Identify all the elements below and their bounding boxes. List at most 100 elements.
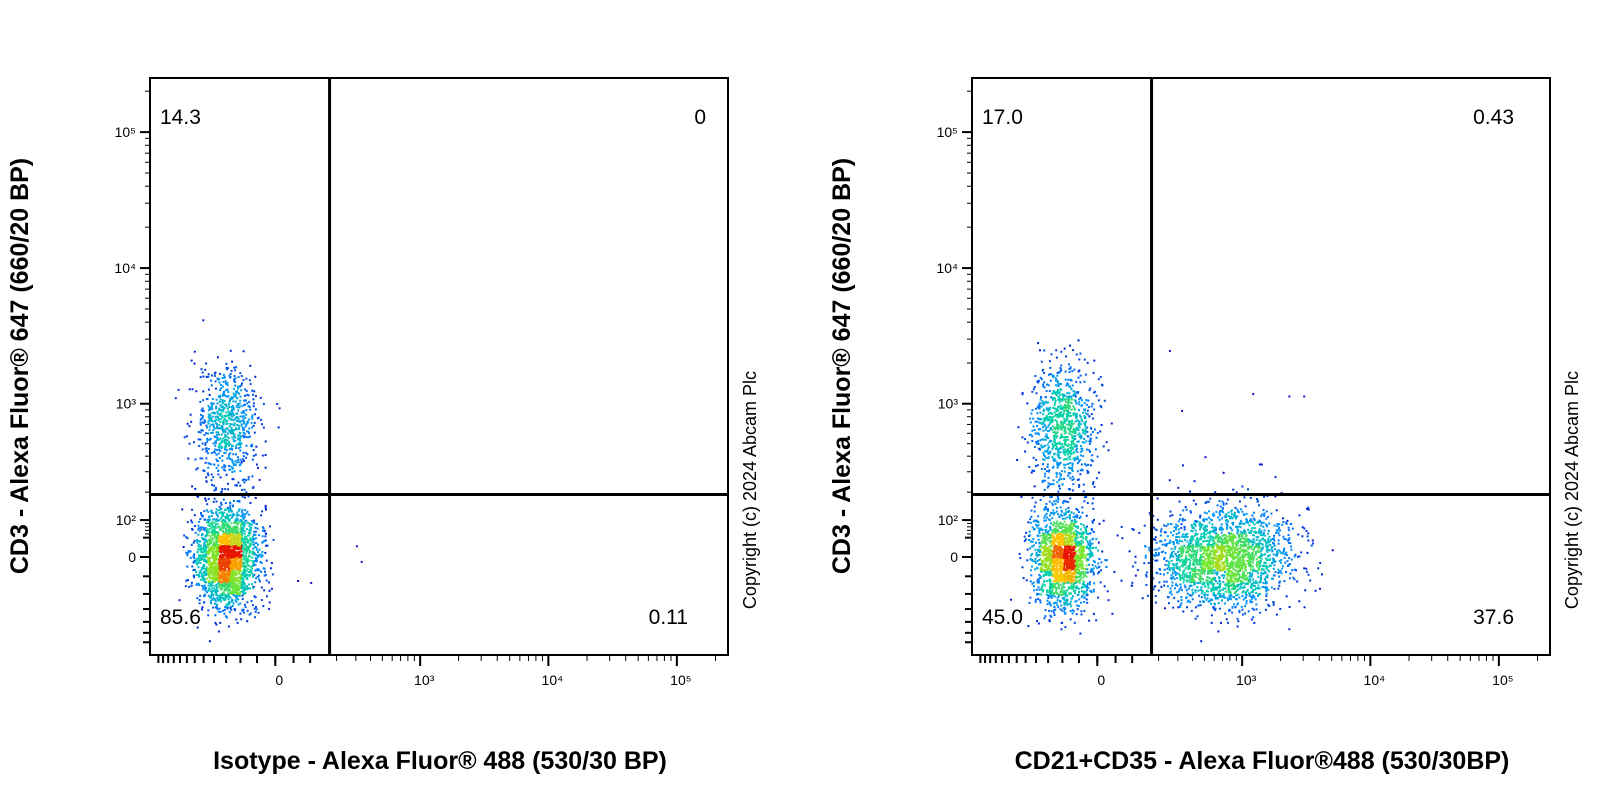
event-point — [205, 535, 207, 537]
event-point — [248, 401, 250, 403]
event-point — [1068, 405, 1070, 407]
event-point — [218, 512, 220, 514]
event-point — [1058, 414, 1060, 416]
event-point — [235, 560, 237, 562]
event-point — [245, 414, 247, 416]
event-point — [198, 521, 200, 523]
event-point — [1080, 543, 1082, 545]
event-point — [263, 567, 265, 569]
event-point — [1034, 386, 1036, 388]
event-point — [1051, 420, 1053, 422]
event-point — [1064, 518, 1066, 520]
event-point — [217, 544, 219, 546]
event-point — [1059, 488, 1061, 490]
event-point — [1073, 459, 1075, 461]
event-point — [207, 511, 209, 513]
event-point — [1060, 605, 1062, 607]
event-point — [262, 555, 264, 557]
event-point — [219, 571, 221, 573]
event-point — [1111, 423, 1113, 425]
event-point — [241, 554, 243, 556]
event-point — [1061, 511, 1063, 513]
event-point — [233, 439, 235, 441]
event-point — [1053, 390, 1055, 392]
event-point — [1092, 483, 1094, 485]
event-point — [250, 545, 252, 547]
event-point — [228, 454, 230, 456]
event-point — [1069, 371, 1071, 373]
event-point — [1071, 434, 1073, 436]
event-point — [1052, 407, 1054, 409]
event-point — [1080, 469, 1082, 471]
event-point — [1073, 445, 1075, 447]
event-point — [216, 587, 218, 589]
event-point — [1089, 387, 1091, 389]
event-point — [222, 386, 224, 388]
event-point — [1050, 527, 1052, 529]
event-point — [263, 403, 265, 405]
event-point — [263, 427, 265, 429]
event-point — [1093, 372, 1095, 374]
event-point — [260, 571, 262, 573]
event-point — [228, 469, 230, 471]
event-point — [1076, 550, 1078, 552]
event-point — [213, 597, 215, 599]
event-point — [235, 366, 237, 368]
event-point — [208, 580, 210, 582]
event-point — [254, 616, 256, 618]
event-point — [246, 394, 248, 396]
event-point — [248, 565, 250, 567]
event-point — [237, 482, 239, 484]
event-point — [218, 611, 220, 613]
event-point — [221, 460, 223, 462]
event-point — [191, 360, 193, 362]
event-point — [248, 514, 250, 516]
event-point — [233, 582, 235, 584]
event-point — [261, 423, 263, 425]
event-point — [223, 578, 225, 580]
event-point — [1066, 406, 1068, 408]
event-point — [222, 441, 224, 443]
event-point — [1078, 377, 1080, 379]
event-point — [218, 526, 220, 528]
event-point — [190, 557, 192, 559]
event-point — [206, 376, 208, 378]
event-point — [219, 529, 221, 531]
event-point — [236, 406, 238, 408]
event-point — [200, 526, 202, 528]
event-point — [266, 595, 268, 597]
event-point — [242, 593, 244, 595]
event-point — [223, 381, 225, 383]
event-point — [210, 380, 212, 382]
event-point — [251, 560, 253, 562]
event-point — [222, 515, 224, 517]
event-point — [208, 528, 210, 530]
event-point — [1042, 590, 1044, 592]
event-point — [1077, 470, 1079, 472]
event-point — [248, 534, 250, 536]
event-point — [268, 608, 270, 610]
event-point — [191, 582, 193, 584]
event-point — [253, 574, 255, 576]
event-point — [246, 402, 248, 404]
event-point — [1064, 429, 1066, 431]
event-point — [1066, 382, 1068, 384]
event-point — [1043, 439, 1045, 441]
event-point — [235, 401, 237, 403]
event-point — [194, 351, 196, 353]
event-point — [208, 558, 210, 560]
event-point — [203, 602, 205, 604]
event-point — [238, 461, 240, 463]
event-point — [243, 400, 245, 402]
event-point — [201, 569, 203, 571]
event-point — [1074, 413, 1076, 415]
event-point — [185, 585, 187, 587]
event-point — [1072, 405, 1074, 407]
event-point — [1069, 477, 1071, 479]
event-point — [1076, 604, 1078, 606]
event-point — [255, 531, 257, 533]
event-point — [239, 396, 241, 398]
event-point — [1038, 448, 1040, 450]
event-point — [1059, 401, 1061, 403]
event-point — [1064, 548, 1066, 550]
